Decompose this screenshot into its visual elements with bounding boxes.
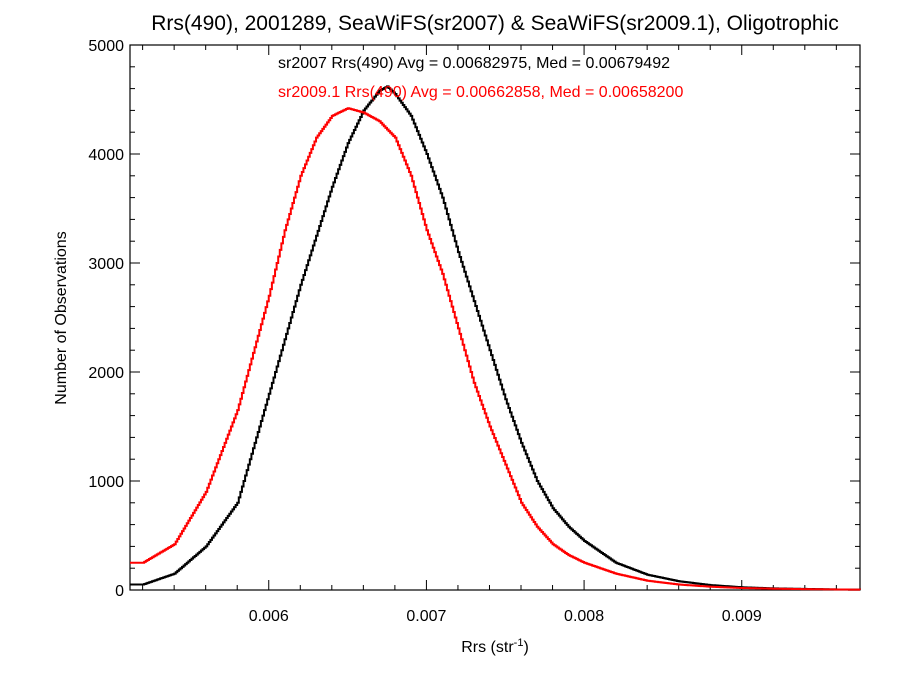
y-tick-label: 2000 — [88, 365, 124, 382]
y-tick-label: 1000 — [88, 474, 124, 491]
y-axis-label: Number of Observations — [53, 231, 70, 404]
chart-title: Rrs(490), 2001289, SeaWiFS(sr2007) & Sea… — [151, 12, 838, 35]
x-tick-label: 0.008 — [564, 608, 604, 625]
x-tick-label: 0.009 — [722, 608, 762, 625]
x-tick-label: 0.007 — [406, 608, 446, 625]
y-tick-label: 5000 — [88, 38, 124, 55]
series-sr2007-line — [130, 85, 861, 591]
y-tick-label: 0 — [115, 583, 124, 600]
x-axis-label-close: ) — [523, 639, 528, 656]
x-axis: 0.006 0.007 0.008 0.009 — [142, 45, 837, 625]
x-tick-label: 0.006 — [249, 608, 289, 625]
x-axis-label: Rrs (str-1) — [461, 637, 529, 656]
x-axis-label-superscript: -1 — [514, 637, 524, 649]
y-axis: 0 1000 2000 3000 4000 5000 — [88, 38, 860, 600]
annotation-sr2007: sr2007 Rrs(490) Avg = 0.00682975, Med = … — [278, 55, 670, 72]
series-sr2009-line — [130, 107, 861, 591]
y-tick-label: 3000 — [88, 256, 124, 273]
annotation-sr2009: sr2009.1 Rrs(490) Avg = 0.00662858, Med … — [278, 84, 683, 101]
plot-frame — [129, 44, 861, 591]
series-layer — [130, 85, 861, 591]
y-tick-label: 4000 — [88, 147, 124, 164]
